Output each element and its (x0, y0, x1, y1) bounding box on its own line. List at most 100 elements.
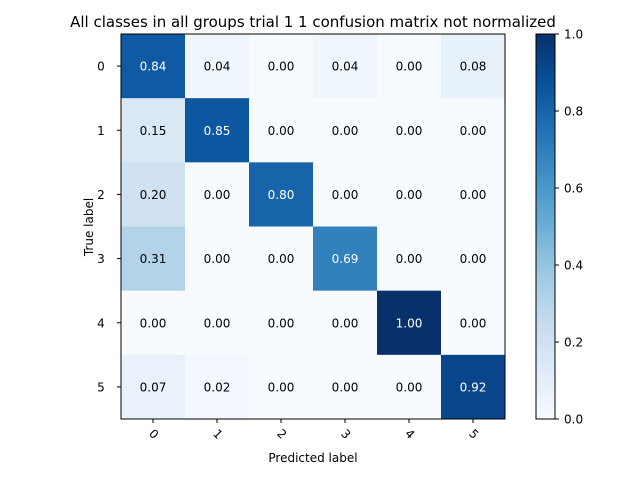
colorbar-tick-label: 0.2 (564, 336, 583, 350)
cell-label-r2-c1: 0.00 (204, 188, 231, 202)
cell-label-r1-c3: 0.00 (332, 124, 359, 138)
cell-r3-c0 (121, 226, 186, 292)
cell-r1-c3 (313, 98, 378, 163)
cell-r5-c3 (313, 354, 378, 420)
cell-r0-c4 (377, 34, 442, 99)
cell-r5-c0 (121, 354, 186, 420)
cell-label-r0-c1: 0.04 (204, 60, 231, 74)
x-tick-label: 2 (274, 427, 289, 442)
cell-label-r0-c3: 0.04 (332, 60, 359, 74)
cell-r1-c2 (249, 98, 314, 163)
cell-label-r5-c3: 0.00 (332, 380, 359, 394)
cell-label-r3-c5: 0.00 (460, 252, 487, 266)
cell-r1-c4 (377, 98, 442, 163)
cell-r4-c2 (249, 290, 314, 356)
y-axis-label: True label (82, 198, 96, 257)
cell-label-r2-c5: 0.00 (460, 188, 487, 202)
cell-label-r4-c1: 0.00 (204, 316, 231, 330)
cell-label-r5-c0: 0.07 (140, 380, 167, 394)
cell-label-r0-c5: 0.08 (460, 60, 487, 74)
cell-r4-c1 (185, 290, 250, 356)
cell-r2-c4 (377, 162, 442, 227)
y-tick-label: 0 (97, 60, 105, 74)
y-axis-ticks: 0 1 2 3 4 5 (97, 60, 121, 394)
heatmap-cell-labels: 0.84 0.04 0.00 0.04 0.00 0.08 0.15 0.85 0.00 0.00… (140, 60, 487, 395)
colorbar-ticks: 0.0 0.2 0.4 0.6 0.8 1.0 (555, 28, 583, 427)
x-tick-label: 5 (466, 427, 481, 442)
cell-label-r1-c0: 0.15 (140, 124, 167, 138)
cell-label-r2-c2: 0.80 (268, 188, 295, 202)
cell-r3-c1 (185, 226, 250, 292)
colorbar-tick-label: 0.0 (564, 413, 583, 427)
cell-label-r5-c4: 0.00 (396, 380, 423, 394)
cell-label-r3-c4: 0.00 (396, 252, 423, 266)
cell-r4-c0 (121, 290, 186, 356)
cell-r4-c3 (313, 290, 378, 356)
cell-label-r2-c3: 0.00 (332, 188, 359, 202)
colorbar (535, 33, 556, 420)
cell-label-r1-c4: 0.00 (396, 124, 423, 138)
cell-r3-c2 (249, 226, 314, 292)
cell-r0-c1 (185, 34, 250, 99)
y-tick-label: 5 (97, 380, 105, 394)
cell-label-r4-c0: 0.00 (140, 316, 167, 330)
cell-label-r4-c4: 1.00 (396, 316, 423, 330)
cell-label-r0-c2: 0.00 (268, 60, 295, 74)
cell-label-r0-c0: 0.84 (140, 60, 167, 74)
cell-r1-c0 (121, 98, 186, 163)
cell-r4-c4 (377, 290, 442, 356)
cell-label-r1-c1: 0.85 (204, 124, 231, 138)
cell-r5-c5 (441, 354, 506, 420)
cell-label-r2-c4: 0.00 (396, 188, 423, 202)
chart-title: All classes in all groups trial 1 1 conf… (70, 13, 556, 31)
cell-r0-c0 (121, 34, 186, 99)
cell-r3-c5 (441, 226, 506, 292)
y-tick-label: 1 (97, 124, 105, 138)
y-tick-label: 3 (97, 252, 105, 266)
colorbar-tick-label: 0.6 (564, 182, 583, 196)
cell-label-r5-c1: 0.02 (204, 380, 231, 394)
cell-r3-c4 (377, 226, 442, 292)
cell-r2-c1 (185, 162, 250, 227)
cell-r0-c2 (249, 34, 314, 99)
cell-label-r3-c2: 0.00 (268, 252, 295, 266)
cell-r0-c5 (441, 34, 506, 99)
x-axis-ticks: 0 1 2 3 4 5 (146, 419, 481, 442)
x-tick-label: 1 (210, 427, 225, 442)
cell-r5-c1 (185, 354, 250, 420)
heatmap-cells (121, 34, 506, 420)
cell-r1-c5 (441, 98, 506, 163)
cell-label-r3-c3: 0.69 (332, 252, 359, 266)
cell-label-r5-c5: 0.92 (460, 380, 487, 394)
x-axis-label: Predicted label (268, 451, 357, 465)
cell-label-r1-c2: 0.00 (268, 124, 295, 138)
cell-label-r3-c1: 0.00 (204, 252, 231, 266)
cell-label-r1-c5: 0.00 (460, 124, 487, 138)
cell-r4-c5 (441, 290, 506, 356)
cell-label-r4-c2: 0.00 (268, 316, 295, 330)
colorbar-tick-label: 0.8 (564, 105, 583, 119)
cell-r2-c0 (121, 162, 186, 227)
cell-r5-c2 (249, 354, 314, 420)
cell-r2-c5 (441, 162, 506, 227)
cell-label-r3-c0: 0.31 (140, 252, 167, 266)
cell-r2-c2 (249, 162, 314, 227)
y-tick-label: 2 (97, 188, 105, 202)
cell-r0-c3 (313, 34, 378, 99)
x-tick-label: 4 (402, 427, 417, 442)
cell-label-r0-c4: 0.00 (396, 60, 423, 74)
cell-r5-c4 (377, 354, 442, 420)
cell-label-r4-c5: 0.00 (460, 316, 487, 330)
cell-r3-c3 (313, 226, 378, 292)
cell-r1-c1 (185, 98, 250, 163)
cell-label-r4-c3: 0.00 (332, 316, 359, 330)
colorbar-tick-label: 1.0 (564, 28, 583, 42)
plot-frame (120, 33, 506, 420)
y-tick-label: 4 (97, 316, 105, 330)
colorbar-tick-label: 0.4 (564, 259, 583, 273)
cell-label-r2-c0: 0.20 (140, 188, 167, 202)
x-tick-label: 0 (146, 427, 161, 442)
x-tick-label: 3 (338, 427, 353, 442)
cell-label-r5-c2: 0.00 (268, 380, 295, 394)
